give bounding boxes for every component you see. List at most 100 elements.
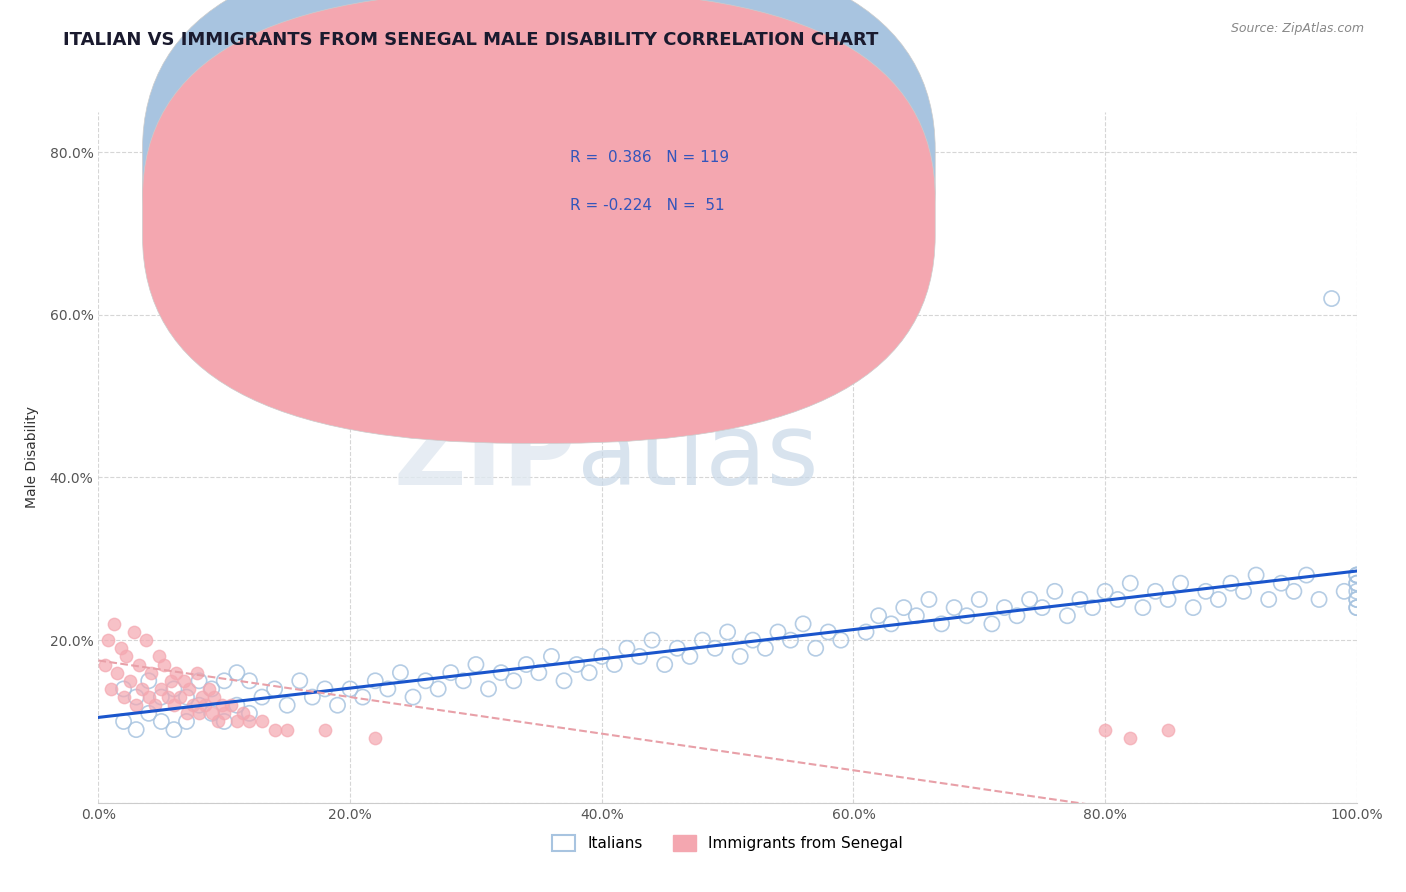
Point <box>125 698 148 713</box>
Point <box>792 616 814 631</box>
Point <box>176 690 198 704</box>
Point <box>427 681 450 696</box>
Point <box>364 673 387 688</box>
Point <box>754 641 776 656</box>
Text: Source: ZipAtlas.com: Source: ZipAtlas.com <box>1230 22 1364 36</box>
Point <box>377 681 399 696</box>
Point <box>1346 568 1368 582</box>
Point <box>1232 584 1254 599</box>
Point <box>173 673 195 688</box>
Point <box>553 673 575 688</box>
Point <box>943 600 966 615</box>
Point <box>181 698 204 713</box>
Point <box>1346 568 1368 582</box>
Point <box>868 608 890 623</box>
Point <box>110 641 132 656</box>
Point <box>225 714 247 729</box>
Point <box>188 698 211 713</box>
Text: ZIP: ZIP <box>394 409 576 506</box>
FancyBboxPatch shape <box>142 0 935 443</box>
Point <box>263 723 285 737</box>
Point <box>214 673 236 688</box>
Point <box>1094 584 1116 599</box>
Point <box>1081 600 1104 615</box>
Point <box>135 633 157 648</box>
Point <box>578 665 600 680</box>
Point <box>238 706 260 721</box>
Point <box>1346 592 1368 607</box>
Point <box>188 706 211 721</box>
Point <box>717 625 740 640</box>
Point <box>654 657 676 672</box>
Point <box>141 665 163 680</box>
Point <box>103 616 125 631</box>
Point <box>489 665 512 680</box>
Point <box>364 731 387 745</box>
Point <box>842 211 865 225</box>
Point <box>153 657 176 672</box>
Point <box>893 600 915 615</box>
Text: atlas: atlas <box>576 409 818 506</box>
Point <box>1333 584 1355 599</box>
Point <box>1144 584 1167 599</box>
Point <box>980 616 1002 631</box>
Point <box>112 714 135 729</box>
Point <box>198 681 221 696</box>
Point <box>389 665 412 680</box>
Point <box>160 673 183 688</box>
Point <box>177 681 200 696</box>
Point <box>165 665 187 680</box>
Point <box>1346 600 1368 615</box>
Point <box>1346 584 1368 599</box>
Point <box>464 657 488 672</box>
Point <box>527 665 550 680</box>
Point <box>515 657 537 672</box>
Point <box>603 657 626 672</box>
Point <box>855 625 877 640</box>
Point <box>1308 592 1330 607</box>
Point <box>131 681 153 696</box>
Point <box>219 698 242 713</box>
Point <box>211 698 233 713</box>
Point <box>214 706 236 721</box>
Point <box>1018 592 1040 607</box>
Point <box>176 714 198 729</box>
Point <box>326 698 349 713</box>
Point <box>276 698 298 713</box>
Point <box>692 633 714 648</box>
Point <box>666 641 689 656</box>
Point <box>1043 584 1066 599</box>
Point <box>207 714 229 729</box>
Point <box>276 723 298 737</box>
Point <box>352 690 374 704</box>
Point <box>163 681 186 696</box>
Point <box>993 600 1015 615</box>
FancyBboxPatch shape <box>488 126 828 257</box>
Point <box>186 665 208 680</box>
Point <box>918 592 941 607</box>
Point <box>440 665 463 680</box>
Y-axis label: Male Disability: Male Disability <box>24 406 38 508</box>
Point <box>1346 592 1368 607</box>
Point <box>1119 576 1142 591</box>
Point <box>214 714 236 729</box>
Point <box>225 698 247 713</box>
Point <box>314 723 336 737</box>
Point <box>402 690 425 704</box>
Point <box>704 641 727 656</box>
Text: ITALIAN VS IMMIGRANTS FROM SENEGAL MALE DISABILITY CORRELATION CHART: ITALIAN VS IMMIGRANTS FROM SENEGAL MALE … <box>63 31 879 49</box>
Point <box>201 706 224 721</box>
Point <box>97 633 120 648</box>
Point <box>1005 608 1028 623</box>
Point <box>250 690 273 704</box>
Point <box>1107 592 1129 607</box>
Point <box>176 706 198 721</box>
Point <box>128 657 150 672</box>
Point <box>1346 576 1368 591</box>
Point <box>1346 568 1368 582</box>
Point <box>105 665 128 680</box>
Point <box>905 608 928 623</box>
Point <box>1270 576 1292 591</box>
Point <box>1244 568 1267 582</box>
Point <box>415 673 437 688</box>
